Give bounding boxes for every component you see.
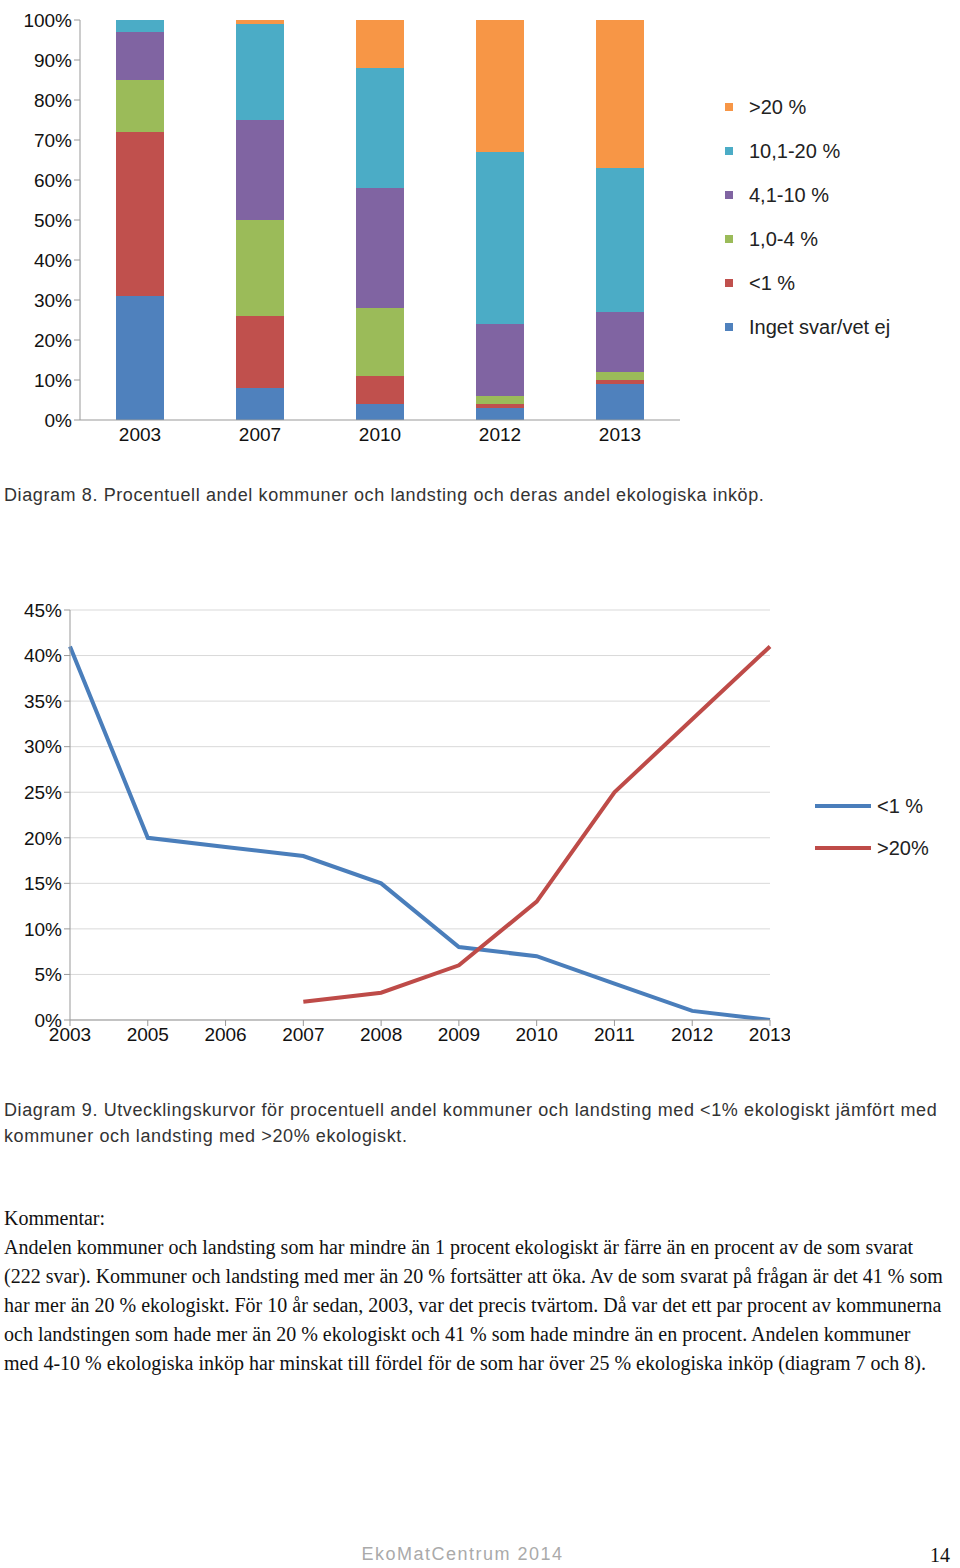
svg-text:40%: 40% bbox=[34, 250, 72, 271]
svg-text:2003: 2003 bbox=[48, 1024, 92, 1046]
html-text:10,1-20 %: 10,1-20 % bbox=[749, 139, 841, 162]
html-text:<1 %: <1 % bbox=[877, 794, 924, 817]
svg-text:2005: 2005 bbox=[127, 1024, 169, 1045]
html-text:4,1-10 %: 4,1-10 % bbox=[749, 183, 830, 206]
svg-text:90%: 90% bbox=[34, 50, 72, 71]
svg-text:50%: 50% bbox=[34, 210, 72, 231]
svg-text:5%: 5% bbox=[35, 964, 63, 985]
svg-text:35%: 35% bbox=[24, 691, 62, 712]
svg-text:15%: 15% bbox=[24, 873, 62, 894]
svg-text:20%: 20% bbox=[34, 330, 72, 351]
svg-text:0%: 0% bbox=[45, 410, 73, 431]
svg-text:10%: 10% bbox=[24, 919, 62, 940]
svg-text:2011: 2011 bbox=[594, 1024, 635, 1045]
svg-text:60%: 60% bbox=[34, 170, 72, 191]
svg-text:30%: 30% bbox=[24, 736, 62, 757]
svg-text:2008: 2008 bbox=[360, 1024, 402, 1045]
html-text:14: 14 bbox=[930, 1544, 950, 1566]
html-text:<1 %: <1 % bbox=[749, 271, 796, 294]
html-text:EkoMatCentrum 2014: EkoMatCentrum 2014 bbox=[361, 1544, 564, 1564]
svg-text:2012: 2012 bbox=[671, 1024, 713, 1045]
svg-text:45%: 45% bbox=[24, 600, 62, 621]
svg-text:20%: 20% bbox=[24, 828, 62, 849]
html-text:Diagram 8. Procentuell andel k: Diagram 8. Procentuell andel kommuner oc… bbox=[4, 485, 765, 505]
svg-text:2006: 2006 bbox=[204, 1024, 246, 1045]
svg-text:2012: 2012 bbox=[479, 424, 521, 445]
html-text:>20 %: >20 % bbox=[749, 95, 807, 118]
svg-text:40%: 40% bbox=[24, 645, 62, 666]
svg-text:2013: 2013 bbox=[749, 1024, 790, 1045]
svg-text:30%: 30% bbox=[34, 290, 72, 311]
html-text:Andelen kommuner och landsting: Andelen kommuner och landsting som har m… bbox=[4, 1236, 943, 1374]
svg-text:25%: 25% bbox=[24, 782, 62, 803]
svg-text:0%: 0% bbox=[35, 1010, 63, 1031]
svg-text:2003: 2003 bbox=[119, 424, 161, 445]
svg-text:80%: 80% bbox=[34, 90, 72, 111]
svg-text:10%: 10% bbox=[34, 370, 72, 391]
html-text:Diagram 9. Utvecklingskurvor f: Diagram 9. Utvecklingskurvor för procent… bbox=[4, 1100, 938, 1146]
html-text:>20%: >20% bbox=[877, 836, 929, 859]
svg-text:2009: 2009 bbox=[438, 1024, 480, 1045]
svg-text:2010: 2010 bbox=[516, 1024, 558, 1045]
svg-text:2010: 2010 bbox=[359, 424, 401, 445]
svg-text:2007: 2007 bbox=[239, 424, 281, 445]
html-text:1,0-4 %: 1,0-4 % bbox=[749, 227, 818, 250]
svg-text:2013: 2013 bbox=[599, 424, 641, 445]
svg-text:2007: 2007 bbox=[282, 1024, 324, 1045]
html-text:Kommentar:: Kommentar: bbox=[4, 1207, 106, 1229]
svg-text:70%: 70% bbox=[34, 130, 72, 151]
html-text:Inget svar/vet ej: Inget svar/vet ej bbox=[749, 315, 891, 338]
svg-text:100%: 100% bbox=[23, 10, 72, 31]
